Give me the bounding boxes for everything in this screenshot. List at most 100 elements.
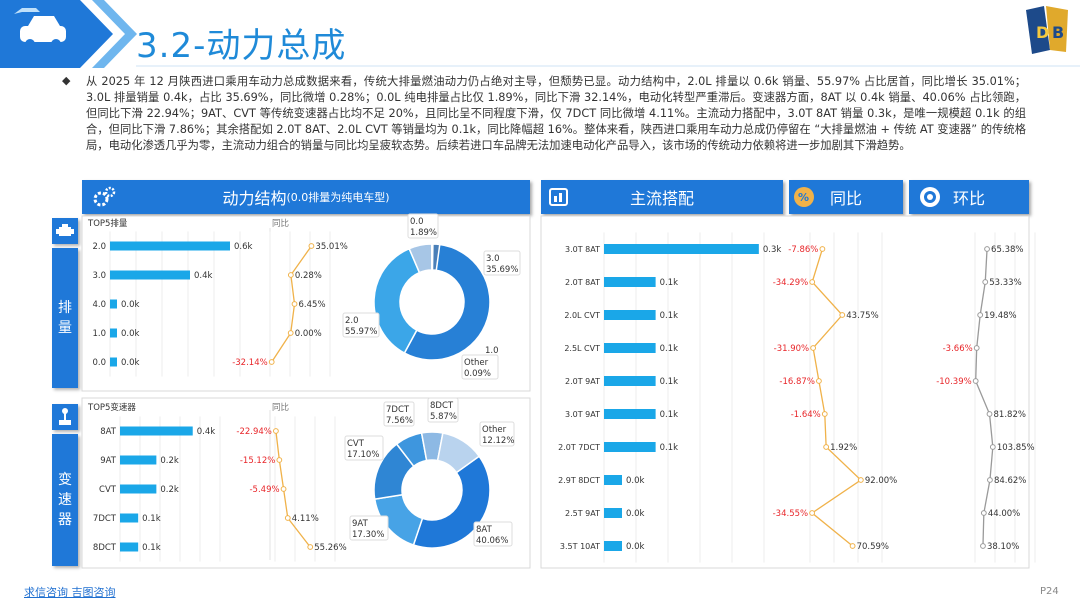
data-label: -34.29% [773, 278, 808, 288]
bar [604, 376, 656, 386]
data-label: 0.6k [234, 242, 253, 252]
bar-chart-icon [549, 188, 568, 206]
data-point [307, 544, 314, 550]
data-point [977, 312, 984, 318]
data-label: 0.1k [142, 514, 161, 524]
data-label: -3.66% [943, 344, 973, 354]
chart-title: 同比 [272, 402, 289, 413]
chart-title: TOP5排量 [87, 218, 128, 229]
displacement-side-label: 排 量 [52, 248, 78, 388]
data-point [857, 477, 864, 483]
data-label: 53.33% [989, 278, 1021, 288]
data-label: -1.64% [791, 410, 821, 420]
bar [604, 244, 759, 254]
data-point [291, 301, 298, 307]
label-box [473, 521, 513, 547]
data-label: 0.1k [660, 344, 679, 354]
data-label: 0.1k [660, 377, 679, 387]
category-label: 2.0T 7DCT [558, 443, 600, 452]
chart-title: TOP5变速器 [87, 402, 136, 413]
mom-title: 环比 [952, 189, 985, 208]
data-point [276, 457, 283, 463]
data-point [821, 411, 828, 417]
bar [604, 442, 656, 452]
data-label: -5.49% [249, 485, 279, 495]
data-point [273, 428, 279, 434]
series-line [811, 248, 862, 547]
data-point [816, 378, 822, 384]
brand-logo: D B [1026, 6, 1068, 54]
data-point [982, 279, 989, 285]
gearbox-icon-box [52, 404, 78, 430]
data-point [973, 345, 980, 351]
data-label: 0.0k [626, 542, 645, 552]
structure-note: (0.0排量为纯电车型) [286, 191, 390, 204]
data-label: -16.87% [779, 377, 814, 387]
data-label: 0.00% [295, 329, 322, 339]
bar [120, 513, 139, 523]
data-label: 19.48% [984, 311, 1016, 321]
data-point [810, 345, 817, 351]
data-point [809, 510, 815, 516]
data-label: 38.10% [987, 542, 1019, 552]
data-point [849, 543, 856, 549]
gear-icon [93, 186, 116, 207]
data-label: 92.00% [865, 476, 897, 486]
category-label: 0.0 [92, 358, 106, 368]
slice-name: 1.0 [485, 346, 499, 356]
bar [604, 310, 656, 320]
slice-value: 5.87% [430, 412, 457, 422]
data-label: 0.4k [194, 271, 213, 281]
data-point [819, 246, 826, 252]
slice-name: 3.0 [486, 254, 500, 264]
category-label: 2.5T 9AT [565, 509, 600, 518]
bar [120, 542, 139, 552]
structure-title: 动力结构 [222, 189, 287, 208]
data-label: 0.0k [626, 509, 645, 519]
data-point [284, 515, 291, 521]
slice-value: 1.89% [410, 228, 437, 238]
slice-value: 17.10% [347, 450, 379, 460]
slice-value: 12.12% [482, 436, 514, 446]
mom-header: 环比 [909, 180, 1029, 214]
data-label: 0.2k [160, 456, 179, 466]
category-label: 8AT [100, 427, 117, 437]
bar [604, 343, 656, 353]
data-label: 65.38% [991, 245, 1023, 255]
label-box [383, 401, 415, 427]
bullet-icon: ◆ [62, 74, 71, 87]
pie-slice [412, 455, 491, 549]
category-label: 2.0L CVT [564, 311, 600, 320]
slice-name: 9AT [352, 519, 369, 529]
data-label: -34.55% [773, 509, 808, 519]
yoy-title: 同比 [829, 189, 862, 208]
bar [604, 475, 622, 485]
footer-links[interactable]: 求信咨询 吉图咨询 [24, 586, 116, 599]
data-point [989, 444, 996, 450]
data-point [972, 378, 979, 384]
data-label: 0.3k [763, 245, 782, 255]
slice-name: 7DCT [386, 405, 410, 415]
data-point [980, 510, 987, 516]
series-line [975, 248, 994, 547]
bar [604, 409, 656, 419]
data-label: 43.75% [846, 311, 878, 321]
side-char: 量 [58, 320, 72, 336]
title-banner [0, 0, 1080, 68]
bar [604, 277, 656, 287]
data-label: 0.1k [660, 311, 679, 321]
slice-value: 7.56% [386, 416, 413, 426]
category-label: 3.0 [92, 271, 106, 281]
bar [110, 357, 117, 367]
bar [604, 541, 622, 551]
data-point [839, 312, 846, 318]
data-label: 0.0k [121, 329, 140, 339]
data-label: 0.28% [295, 271, 322, 281]
svg-text:%: % [798, 191, 809, 204]
data-point [287, 330, 294, 336]
category-label: 1.0 [92, 329, 106, 339]
label-box [349, 515, 389, 541]
data-point [980, 543, 986, 549]
